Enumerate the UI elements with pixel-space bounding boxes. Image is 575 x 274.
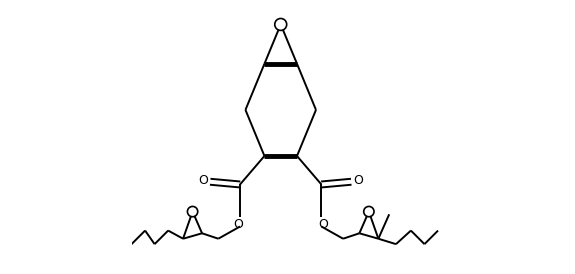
Circle shape — [364, 206, 374, 217]
Circle shape — [187, 206, 198, 217]
Text: O: O — [353, 174, 363, 187]
Text: O: O — [234, 218, 244, 231]
Text: O: O — [318, 218, 328, 231]
Text: O: O — [198, 174, 208, 187]
Circle shape — [275, 18, 287, 30]
